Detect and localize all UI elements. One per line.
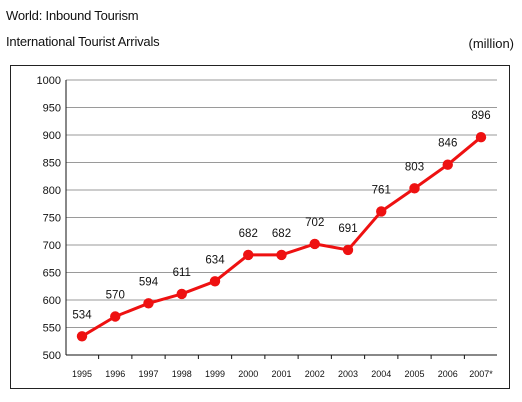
data-point	[409, 183, 420, 194]
y-tick-label: 1000	[37, 75, 61, 87]
data-label: 682	[239, 228, 258, 240]
data-point	[276, 249, 287, 261]
x-tick-label: 1998	[172, 369, 192, 379]
x-tick-label: 2007*	[469, 369, 493, 379]
x-tick-label: 2004	[371, 369, 391, 379]
data-label: 682	[272, 228, 291, 240]
y-tick-label: 850	[43, 158, 61, 170]
data-point	[143, 298, 154, 309]
y-tick-label: 950	[43, 103, 61, 115]
x-tick-label: 2001	[271, 369, 291, 379]
data-point	[376, 206, 387, 217]
x-tick-label: 2006	[438, 369, 458, 379]
x-tick-label: 1999	[205, 369, 225, 379]
chart-frame	[10, 65, 510, 389]
y-tick-label: 700	[43, 240, 61, 252]
x-tick-label: 2002	[305, 369, 325, 379]
x-tick-label: 1997	[138, 369, 158, 379]
data-point	[176, 288, 187, 300]
data-point	[110, 311, 121, 322]
data-point	[243, 249, 254, 261]
data-label: 534	[72, 309, 92, 321]
x-tick-label: 1996	[105, 369, 125, 379]
x-tick-label: 2000	[238, 369, 258, 379]
x-tick-label: 1995	[72, 369, 92, 379]
y-tick-label: 500	[43, 350, 61, 362]
data-point	[209, 276, 221, 287]
y-tick-label: 900	[43, 130, 61, 142]
data-label: 846	[438, 138, 457, 150]
data-point	[76, 331, 88, 342]
x-tick-label: 2003	[338, 369, 358, 379]
y-tick-label: 600	[43, 295, 61, 307]
data-point	[442, 159, 453, 170]
chart-subtitle: International Tourist Arrivals	[6, 34, 160, 49]
chart-title: World: Inbound Tourism	[6, 8, 139, 23]
data-label: 634	[205, 254, 225, 266]
x-tick-label: 2005	[404, 369, 424, 379]
y-tick-label: 550	[43, 323, 61, 335]
data-label: 570	[106, 290, 125, 302]
data-point	[309, 238, 320, 250]
data-label: 611	[173, 267, 191, 279]
y-tick-label: 800	[43, 185, 61, 197]
data-label: 761	[372, 184, 391, 196]
data-label: 803	[405, 161, 424, 173]
data-label: 594	[139, 276, 159, 288]
data-label: 896	[471, 110, 490, 122]
y-tick-label: 650	[43, 268, 61, 280]
data-point	[475, 132, 487, 143]
unit-label: (million)	[468, 36, 515, 51]
data-point	[342, 244, 354, 256]
y-tick-label: 750	[43, 213, 61, 225]
data-label: 691	[338, 223, 357, 235]
data-label: 702	[305, 217, 324, 229]
